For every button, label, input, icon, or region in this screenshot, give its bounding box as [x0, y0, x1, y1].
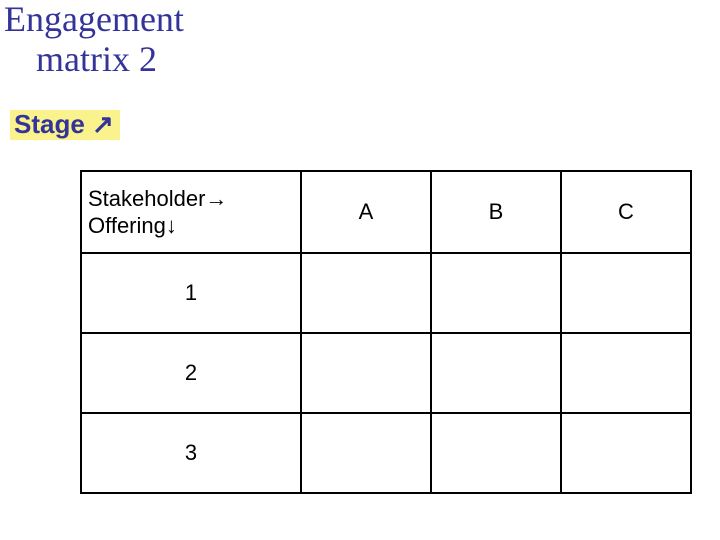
table-row: 2 [81, 333, 691, 413]
row-header-2: 2 [81, 333, 301, 413]
row-header-3: 3 [81, 413, 301, 493]
title-line1: Engagement [4, 0, 184, 39]
column-header-c: C [561, 171, 691, 253]
title-line2: matrix 2 [4, 40, 184, 80]
cell [301, 253, 431, 333]
cell [431, 333, 561, 413]
arrow-right-icon: → [205, 186, 227, 211]
cell [431, 253, 561, 333]
slide-title: Engagement matrix 2 [4, 0, 184, 79]
arrow-down-icon: ↓ [166, 213, 177, 238]
stakeholder-label: Stakeholder [88, 186, 205, 211]
column-header-a: A [301, 171, 431, 253]
cell [561, 333, 691, 413]
cell [301, 413, 431, 493]
stage-label: Stage ↗ [10, 110, 120, 140]
engagement-matrix-table: Stakeholder→ Offering↓ A B C 1 2 3 [80, 170, 692, 494]
cell [301, 333, 431, 413]
stage-text: Stage [14, 109, 92, 139]
cell [431, 413, 561, 493]
table-header-row: Stakeholder→ Offering↓ A B C [81, 171, 691, 253]
cell [561, 253, 691, 333]
arrow-upright-icon: ↗ [92, 109, 114, 139]
corner-header-cell: Stakeholder→ Offering↓ [81, 171, 301, 253]
row-header-1: 1 [81, 253, 301, 333]
slide: Engagement matrix 2 Stage ↗ Stakeholder→… [0, 0, 720, 540]
cell [561, 413, 691, 493]
column-header-b: B [431, 171, 561, 253]
table-row: 3 [81, 413, 691, 493]
offering-label: Offering [88, 213, 166, 238]
table-row: 1 [81, 253, 691, 333]
